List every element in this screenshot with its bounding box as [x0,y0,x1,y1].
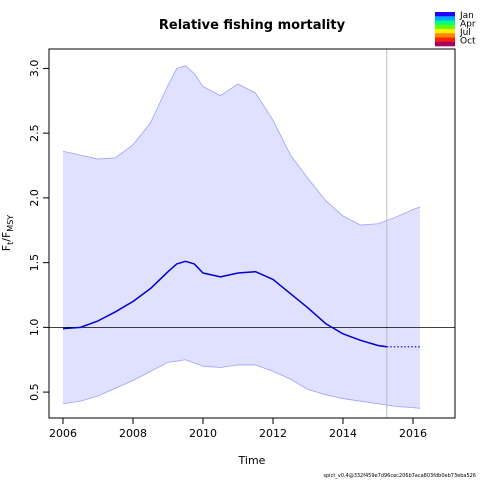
plot-layer [49,49,455,418]
x-tick-label: 2010 [189,427,217,440]
plot-frame [48,48,456,419]
legend-color-swatch [435,12,455,17]
confidence-band [63,65,420,409]
y-tick-label: 0.5 [28,383,41,401]
legend-color-swatch [435,16,455,21]
x-tick-label: 2006 [49,427,77,440]
x-axis: 2006 2008 2010 2012 2014 2016 [49,418,427,440]
estimate-line [62,260,387,348]
footer-version-text: spict_v0.4@332f459e7d96cec206b7aca803fdb… [323,473,476,479]
y-tick-label: 1.0 [28,319,41,337]
legend-label: Jan [459,11,474,21]
legend-color-swatch [435,20,455,26]
y-tick-label: 3.0 [28,60,41,78]
legend-color-swatch [435,41,455,47]
upper-ci-line [62,65,421,226]
y-axis: 0.5 1.0 1.5 2.0 2.5 3.0 [28,60,49,401]
legend-label: Apr [460,20,476,30]
lower-ci-line [62,359,421,409]
legend-label: Oct [460,37,476,47]
y-axis-label: Ft/FMSY [0,215,15,251]
legend-color-swatch [435,29,455,34]
x-tick-label: 2012 [259,427,287,440]
legend-color-swatch [435,37,455,43]
y-tick-label: 2.0 [28,189,41,207]
x-tick-label: 2014 [329,427,357,440]
y-tick-label: 2.5 [28,124,41,142]
y-tick-label: 1.5 [28,254,41,272]
legend-color-swatch [435,33,455,38]
x-tick-label: 2016 [399,427,427,440]
x-axis-label: Time [238,454,266,467]
x-tick-label: 2008 [119,427,147,440]
svg-text:Ft/FMSY: Ft/FMSY [0,215,15,251]
legend-label: Jul [459,28,471,38]
chart-title: Relative fishing mortality [159,18,346,33]
legend-color-swatch [435,24,455,30]
